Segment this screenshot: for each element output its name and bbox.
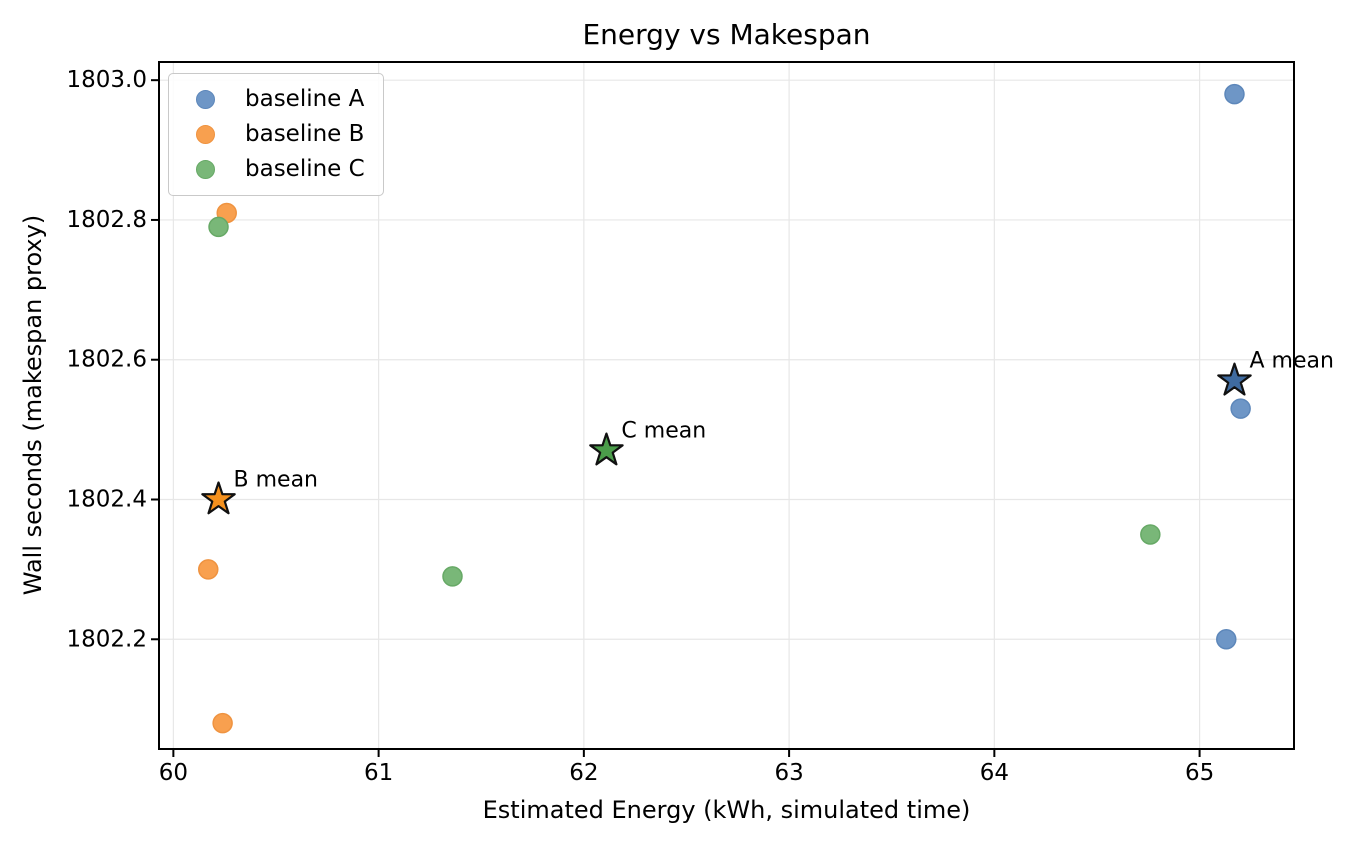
tick-marks <box>151 79 1201 757</box>
legend-item: baseline C <box>169 152 383 187</box>
y-tick-label: 1803.0 <box>67 67 147 93</box>
mean-star-marker <box>201 481 236 515</box>
legend-marker-icon <box>196 160 215 179</box>
x-tick-label: 65 <box>1185 760 1214 786</box>
data-point <box>212 712 233 734</box>
chart-title: Energy vs Makespan <box>582 18 871 51</box>
data-point <box>1230 398 1251 419</box>
legend-item: baseline A <box>169 82 383 117</box>
series-baseline-b <box>198 202 237 734</box>
mean-star-marker <box>1217 362 1252 396</box>
series-baseline-c <box>208 216 1161 587</box>
legend-label: baseline C <box>245 156 365 182</box>
data-point <box>208 216 229 238</box>
mean-annotation: A mean <box>1249 349 1333 374</box>
series-baseline-a <box>1216 83 1251 650</box>
data-point <box>1216 629 1237 650</box>
x-tick-label: 62 <box>569 760 598 786</box>
legend-label: baseline A <box>245 86 365 112</box>
x-tick-label: 63 <box>774 760 803 786</box>
mean-annotation: B mean <box>234 467 318 492</box>
x-tick-label: 64 <box>980 760 1009 786</box>
legend-marker-icon <box>196 90 215 109</box>
data-point <box>1224 83 1245 105</box>
legend-item: baseline B <box>169 117 383 152</box>
y-tick-label: 1802.4 <box>67 486 147 512</box>
y-tick-label: 1802.2 <box>67 626 147 652</box>
data-point <box>1140 524 1161 545</box>
legend: baseline A baseline B baseline C <box>168 73 384 196</box>
x-tick-label: 61 <box>364 760 393 786</box>
y-tick-label: 1802.8 <box>67 207 147 233</box>
mean-star-marker <box>589 432 624 466</box>
x-tick-label: 60 <box>159 760 188 786</box>
axes-spines <box>158 61 1295 750</box>
data-point <box>198 559 219 580</box>
x-axis-label: Estimated Energy (kWh, simulated time) <box>482 796 971 824</box>
mean-annotation: C mean <box>621 419 706 444</box>
legend-label: baseline B <box>245 121 365 147</box>
grid <box>159 62 1294 749</box>
y-tick-label: 1802.6 <box>67 347 147 373</box>
data-point <box>442 566 463 587</box>
legend-marker-icon <box>196 125 215 144</box>
